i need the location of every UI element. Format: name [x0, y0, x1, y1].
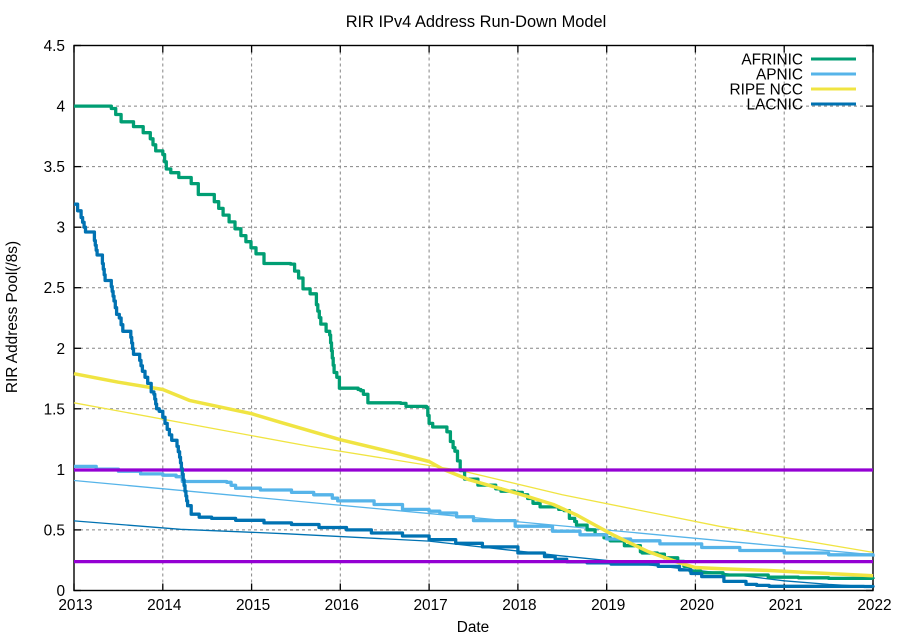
svg-text:2020: 2020 — [680, 597, 714, 614]
svg-text:3: 3 — [56, 220, 65, 237]
svg-text:4.5: 4.5 — [44, 38, 65, 55]
svg-text:RIR IPv4 Address Run-Down Mode: RIR IPv4 Address Run-Down Model — [346, 13, 607, 31]
svg-text:APNIC: APNIC — [756, 67, 803, 84]
svg-text:LACNIC: LACNIC — [747, 97, 803, 114]
svg-text:1.5: 1.5 — [44, 401, 65, 418]
svg-text:2017: 2017 — [413, 597, 447, 614]
svg-text:RIR Address Pool(/8s): RIR Address Pool(/8s) — [4, 241, 21, 393]
svg-text:2: 2 — [56, 341, 65, 358]
svg-text:4: 4 — [56, 99, 65, 116]
svg-text:2015: 2015 — [236, 597, 270, 614]
svg-text:3.5: 3.5 — [44, 159, 65, 176]
svg-text:RIPE NCC: RIPE NCC — [729, 82, 803, 99]
svg-text:2016: 2016 — [325, 597, 359, 614]
svg-text:0: 0 — [56, 583, 65, 600]
svg-text:2014: 2014 — [147, 597, 182, 614]
svg-text:2018: 2018 — [502, 597, 536, 614]
svg-text:2022: 2022 — [857, 597, 891, 614]
svg-text:1: 1 — [56, 462, 65, 479]
svg-text:2013: 2013 — [58, 597, 92, 614]
svg-text:Date: Date — [457, 619, 490, 636]
svg-text:AFRINIC: AFRINIC — [741, 52, 803, 69]
svg-text:2021: 2021 — [769, 597, 803, 614]
svg-text:2019: 2019 — [591, 597, 625, 614]
svg-text:0.5: 0.5 — [44, 522, 65, 539]
svg-text:2.5: 2.5 — [44, 280, 65, 297]
